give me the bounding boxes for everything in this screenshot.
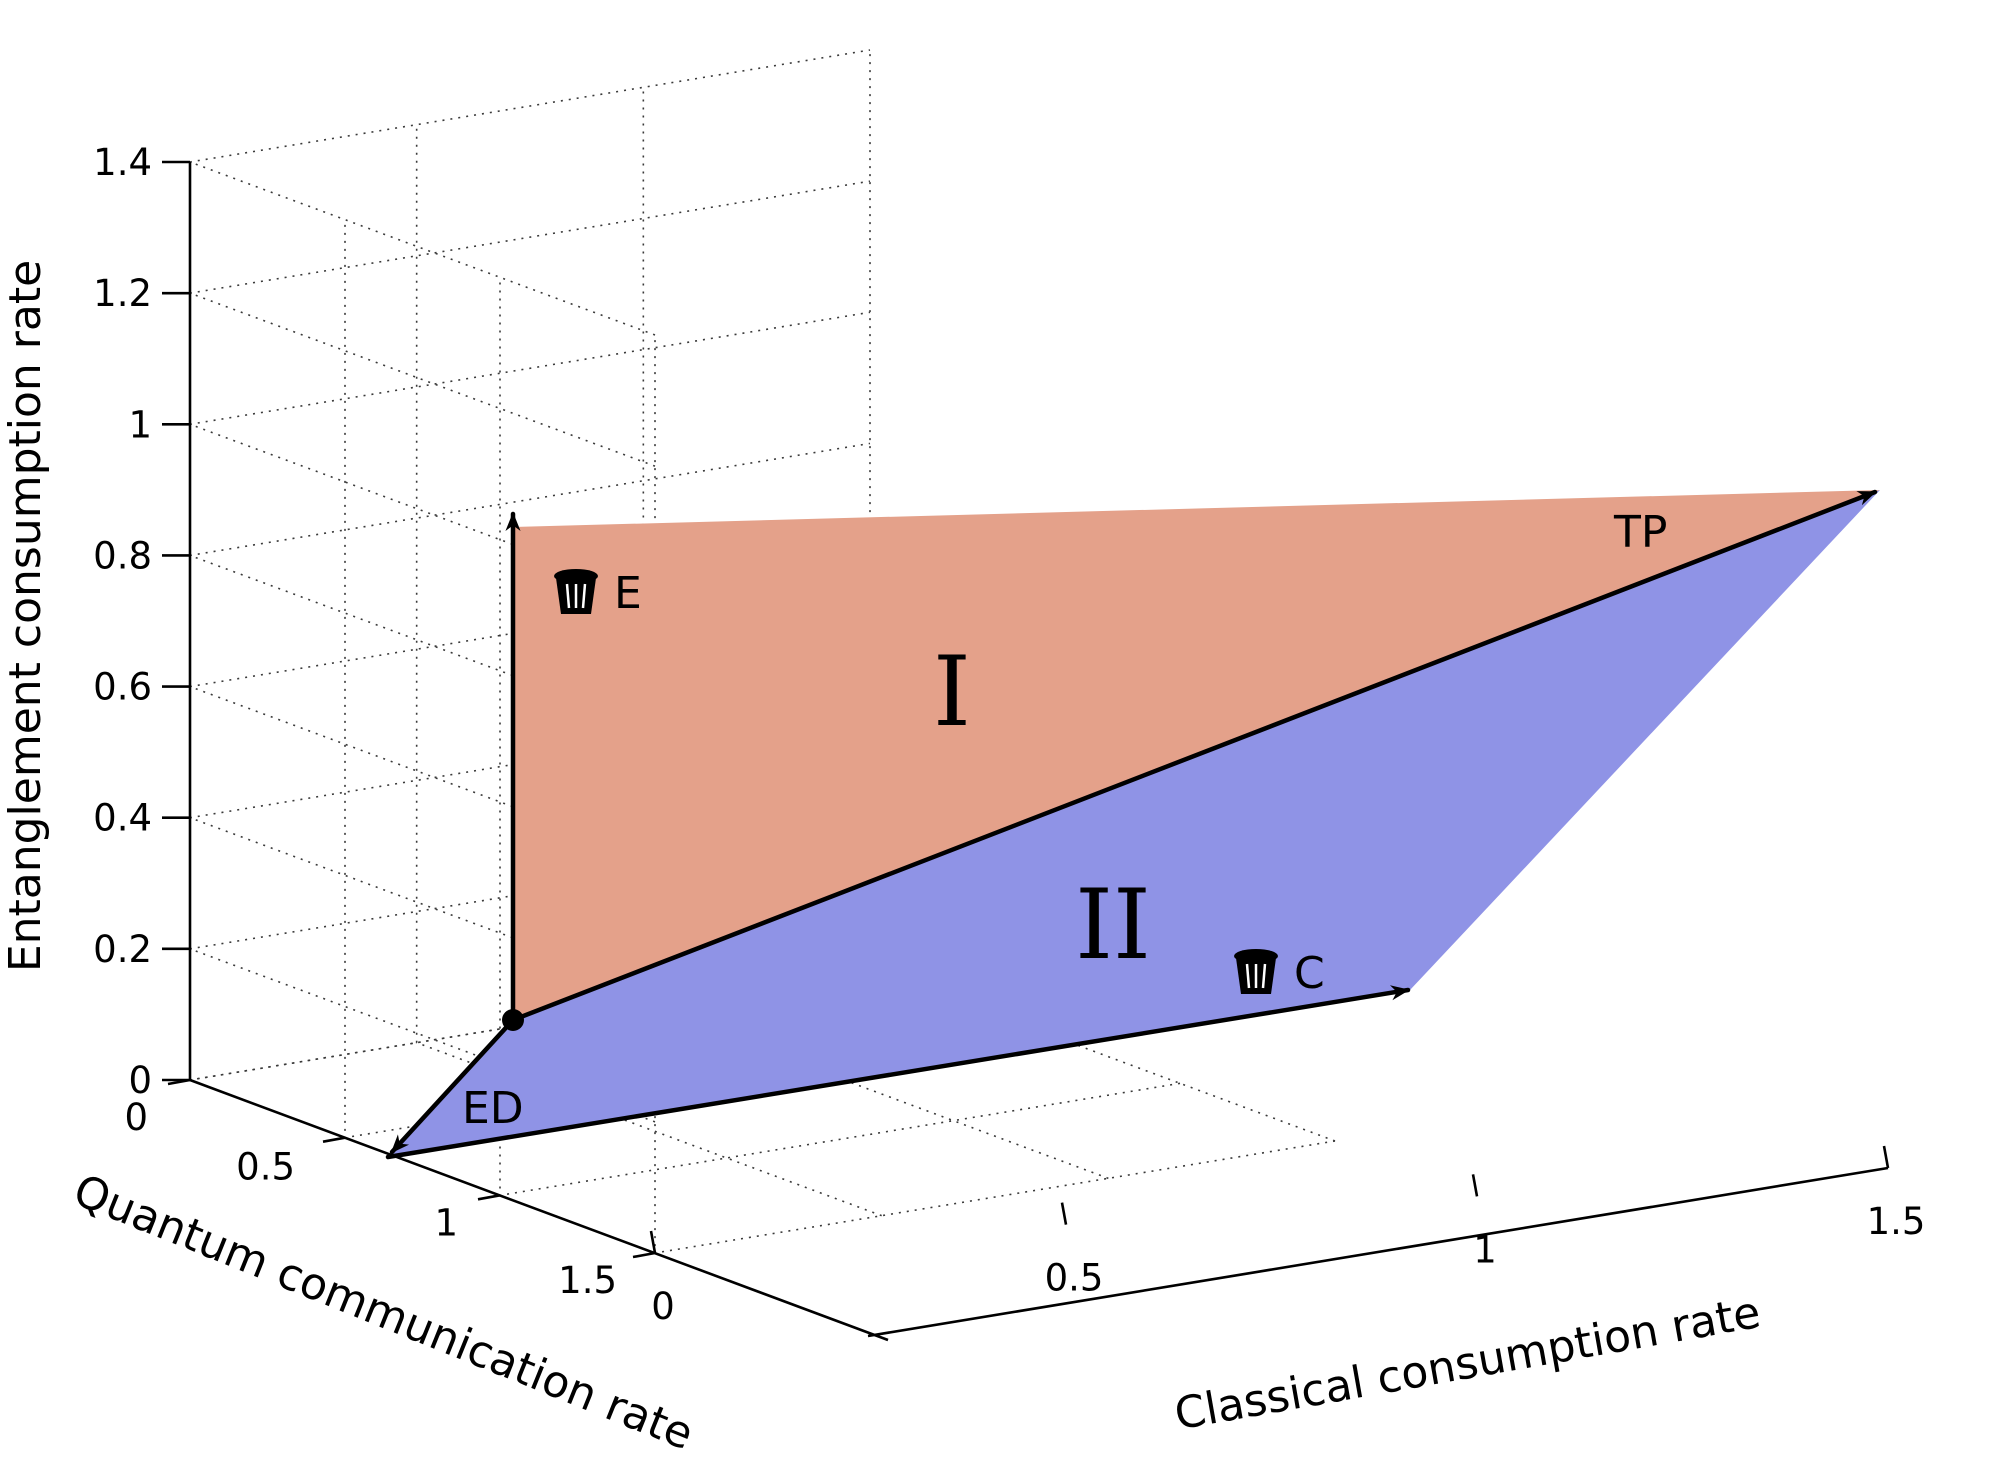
label-ed: ED (462, 1083, 524, 1134)
y-tick-label: 1 (434, 1201, 458, 1244)
z-tick-label: 1 (128, 403, 152, 446)
y-tick-mark (167, 1078, 191, 1086)
x-tick-label: 0 (651, 1285, 675, 1328)
z-tick-label: 0.2 (93, 928, 152, 971)
z-tick-label: 0.4 (93, 797, 152, 840)
z-tick-label: 0.6 (93, 666, 152, 709)
grid-line (186, 180, 871, 467)
x-axis-label: Classical consumption rate (1171, 1287, 1764, 1440)
edge-tp (510, 489, 1878, 1023)
edge-ed (389, 1017, 516, 1155)
edge-c (385, 985, 1411, 1160)
x-tick-label: 1.5 (1867, 1200, 1926, 1243)
y-axis-label: Quantum communication rate (67, 1165, 701, 1461)
x-tick-mark (1882, 1145, 1890, 1169)
y-tick-mark (477, 1194, 501, 1201)
axes (188, 162, 1889, 1342)
y-tick-mark (322, 1136, 346, 1143)
y-tick-label: 0 (124, 1096, 148, 1139)
z-axis-label: Entanglement consumption rate (0, 260, 51, 972)
z-tick-label: 0 (128, 1059, 152, 1102)
y-tick-mark (632, 1251, 656, 1259)
z-tick-label: 1.2 (93, 272, 152, 315)
x-tick-label: 1 (1473, 1228, 1497, 1271)
x-axis-line (867, 1166, 1889, 1338)
region-II-label: II (1075, 869, 1151, 981)
grid-line (415, 124, 882, 1217)
z-tick-label: 1.4 (93, 141, 152, 184)
origin-point (502, 1009, 524, 1031)
region-II-surface (388, 490, 1880, 1157)
y-tick-label: 1.5 (558, 1259, 617, 1302)
x-tick-label: 0.5 (1045, 1257, 1104, 1300)
x-tick-mark (649, 1230, 657, 1254)
label-e: E (614, 568, 642, 619)
trash-bin-icon (554, 569, 598, 614)
label-tp: TP (1613, 507, 1667, 558)
y-tick-label: 0.5 (236, 1146, 295, 1189)
y-axis-line (189, 1078, 889, 1342)
region-I-label: I (933, 636, 971, 748)
grid-line (186, 49, 871, 336)
ticks: 0 0.2 0.4 0.6 0.8 1 1.2 1.4 0 0.5 1 1.5 0 0.5 1 1.5 (93, 141, 1925, 1328)
trash-bin-icon (1234, 949, 1278, 994)
x-tick-mark (1060, 1202, 1068, 1225)
label-c: C (1294, 948, 1325, 999)
z-tick-label: 0.8 (93, 534, 152, 577)
x-tick-mark (1471, 1174, 1479, 1197)
